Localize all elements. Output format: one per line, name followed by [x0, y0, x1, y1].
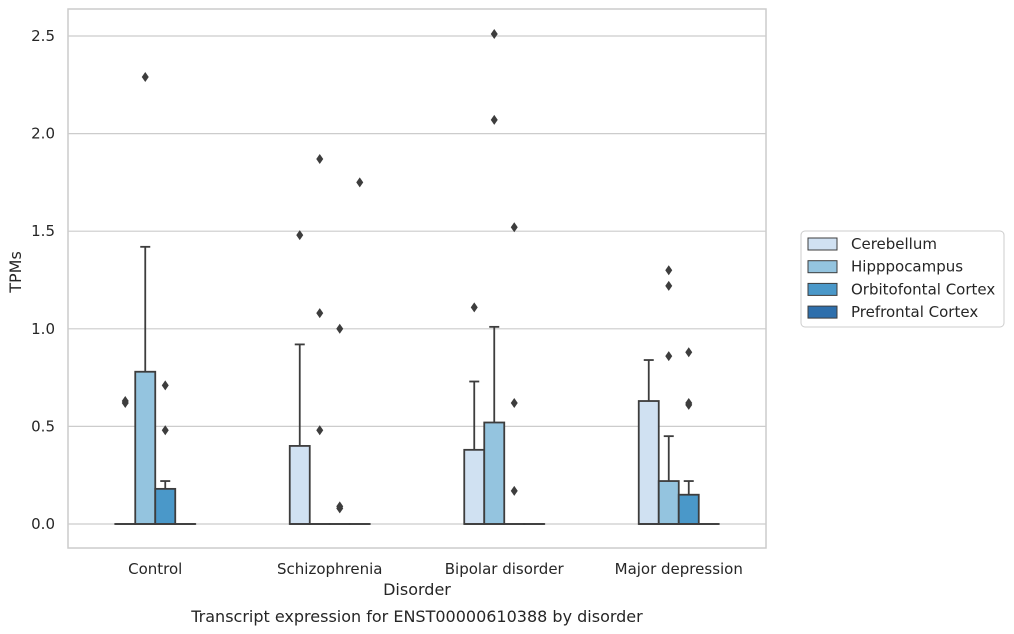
outlier-point	[510, 222, 518, 233]
outlier-point	[161, 380, 169, 391]
outlier-point	[316, 425, 324, 436]
outlier-point	[685, 347, 693, 358]
y-tick-labels: 0.0 0.5 1.0 1.5 2.0 2.5	[31, 27, 55, 533]
box-orbitofontal-cortex	[154, 380, 177, 525]
box-orbitofontal-cortex	[677, 347, 700, 525]
legend-frame	[800, 230, 1005, 328]
outlier-point	[336, 501, 344, 512]
x-tick-label: Major depression	[615, 560, 743, 578]
outlier-point	[296, 230, 304, 241]
legend-swatch	[807, 260, 838, 274]
box-body	[677, 493, 700, 525]
figure-caption: Transcript expression for ENST0000061038…	[190, 607, 643, 626]
y-tick-label: 2.5	[31, 27, 55, 45]
outlier-point	[316, 153, 324, 164]
y-tick-label: 0.0	[31, 515, 55, 533]
boxes	[114, 29, 720, 525]
outlier-point	[490, 29, 498, 40]
box-cerebellum	[288, 230, 311, 525]
box-cerebellum	[637, 359, 660, 525]
box-body	[463, 448, 486, 525]
y-axis-label: TPMs	[6, 251, 25, 294]
x-tick-labels: Control Schizophrenia Bipolar disorder Majo…	[128, 560, 743, 578]
legend-swatch	[807, 237, 838, 251]
outlier-point	[685, 397, 693, 408]
outlier-point	[665, 265, 673, 276]
y-tick-label: 2.0	[31, 125, 55, 143]
box-orbitofontal-cortex	[328, 323, 351, 525]
legend-entry-label: Orbitofontal Cortex	[851, 280, 995, 298]
box-body	[483, 421, 506, 525]
outlier-point	[490, 114, 498, 125]
box-hipppocampus	[483, 29, 506, 525]
outlier-point	[510, 485, 518, 496]
outlier-point	[141, 71, 149, 82]
x-tick-label: Schizophrenia	[277, 560, 382, 578]
outlier-point	[470, 302, 478, 313]
y-tick-label: 1.0	[31, 320, 55, 338]
legend-entry-label: Hipppocampus	[851, 258, 963, 276]
box-body	[657, 480, 680, 525]
x-tick-label: Control	[128, 560, 182, 578]
box-hipppocampus	[134, 71, 157, 525]
box-body	[134, 370, 157, 525]
outlier-point	[510, 397, 518, 408]
box-body	[288, 445, 311, 525]
legend-entry-label: Cerebellum	[851, 235, 937, 253]
legend: Cerebellum Hipppocampus Orbitofontal Corte…	[800, 230, 1005, 328]
box-body	[154, 487, 177, 525]
y-tick-label: 1.5	[31, 222, 55, 240]
y-tick-label: 0.5	[31, 417, 55, 435]
legend-entry-label: Prefrontal Cortex	[851, 303, 978, 321]
x-axis-label: Disorder	[383, 580, 451, 599]
legend-swatch	[807, 305, 838, 319]
outlier-point	[336, 323, 344, 334]
outlier-point	[316, 308, 324, 319]
box-cerebellum	[463, 302, 486, 525]
outlier-point	[356, 177, 364, 188]
plot-frame	[67, 8, 767, 549]
x-tick-label: Bipolar disorder	[445, 560, 565, 578]
outlier-point	[665, 351, 673, 362]
outlier-point	[665, 280, 673, 291]
legend-swatch	[807, 282, 838, 296]
box-body	[637, 400, 660, 525]
outlier-point	[121, 396, 129, 407]
outlier-point	[161, 425, 169, 436]
box-prefrontal-cortex	[348, 177, 371, 525]
